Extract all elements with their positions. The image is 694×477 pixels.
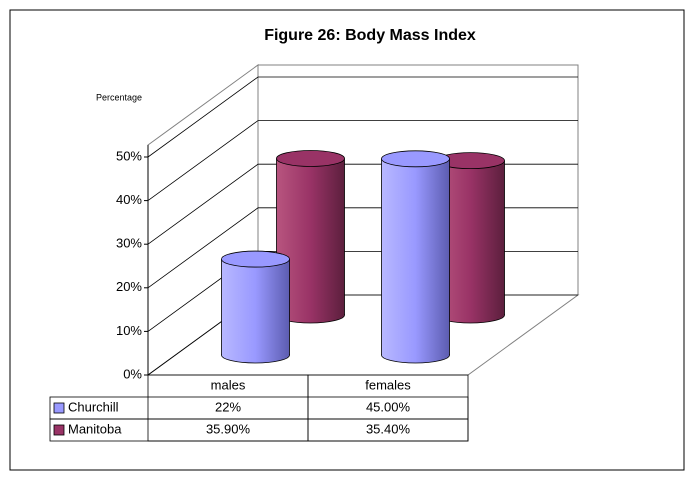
cylinder-body xyxy=(381,158,450,355)
cylinder-top xyxy=(381,150,450,168)
legend-swatch xyxy=(53,402,65,414)
cylinder-body xyxy=(221,259,290,355)
grid-line xyxy=(147,120,578,201)
y-tick-label: 10% xyxy=(116,323,142,338)
data-label: 35.90% xyxy=(206,421,251,436)
legend-label: Manitoba xyxy=(68,421,122,436)
y-tick-label: 0% xyxy=(123,366,142,381)
legend-swatch xyxy=(53,424,65,436)
data-label: 22% xyxy=(215,399,241,414)
cylinder xyxy=(381,150,450,364)
chart-frame xyxy=(9,9,685,471)
data-label: 45.00% xyxy=(366,399,411,414)
grid-line xyxy=(147,76,578,158)
cylinder-top xyxy=(221,250,290,268)
chart-title: Figure 26: Body Mass Index xyxy=(264,27,476,44)
y-axis-label: Percentage xyxy=(96,92,142,102)
x-tick-label: females xyxy=(365,377,411,392)
cylinder-top xyxy=(276,150,345,167)
table-row xyxy=(49,418,469,442)
data-label: 35.40% xyxy=(366,421,411,436)
x-tick-label: males xyxy=(211,377,246,392)
legend-label: Churchill xyxy=(68,399,119,414)
y-tick-label: 30% xyxy=(116,236,142,251)
y-tick-label: 20% xyxy=(116,279,142,294)
cylinder xyxy=(221,250,290,364)
y-tick-label: 40% xyxy=(116,192,142,207)
y-tick-label: 50% xyxy=(116,148,142,163)
